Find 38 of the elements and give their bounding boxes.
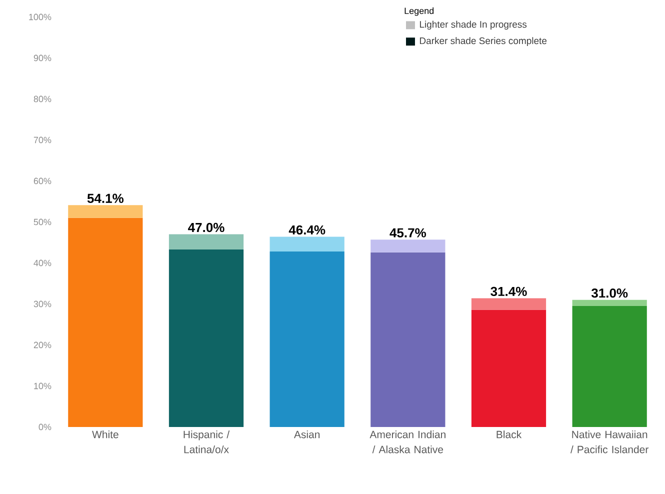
bar bbox=[370, 252, 446, 427]
y-tick-label: 40% bbox=[34, 260, 52, 266]
total-label: 46.4% bbox=[288, 225, 326, 235]
total-label: 31.4% bbox=[490, 286, 527, 296]
x-tick-label: Native Hawaiian / Pacific Islander bbox=[570, 430, 648, 454]
x-tick-label: Asian bbox=[294, 430, 320, 438]
bar bbox=[471, 310, 546, 427]
x-tick-label: Hispanic / Latina/o/x bbox=[184, 430, 230, 454]
y-tick-label: 90% bbox=[34, 54, 52, 62]
bar bbox=[168, 249, 244, 427]
total-label: 31.0% bbox=[591, 288, 628, 298]
bar bbox=[370, 240, 446, 252]
total-label: 54.1% bbox=[87, 194, 124, 203]
bar bbox=[572, 306, 647, 427]
bar bbox=[270, 252, 344, 427]
annotation: Darker shade Series complete bbox=[420, 37, 547, 46]
x-tick-label: White bbox=[92, 430, 118, 438]
y-tick-label: 20% bbox=[34, 342, 52, 348]
y-tick-label: 50% bbox=[34, 218, 52, 226]
y-tick-label: 30% bbox=[34, 300, 52, 308]
y-tick-label: 60% bbox=[34, 178, 52, 184]
total-label: 47.0% bbox=[188, 222, 224, 232]
total-label: 45.7% bbox=[390, 228, 426, 238]
x-tick-label: American Indian / Alaska Native bbox=[370, 430, 446, 454]
text: Legend bbox=[404, 7, 434, 16]
bar bbox=[168, 234, 244, 250]
y-tick-label: 70% bbox=[34, 136, 52, 144]
bar bbox=[68, 218, 143, 427]
y-tick-label: 0% bbox=[38, 424, 52, 430]
annotation: Lighter shade In progress bbox=[420, 20, 527, 30]
y-tick-label: 10% bbox=[34, 382, 52, 390]
bar bbox=[270, 236, 344, 252]
bar bbox=[68, 205, 143, 218]
x-tick-label: Black bbox=[496, 430, 522, 438]
y-tick-label: 100% bbox=[29, 14, 52, 20]
bar bbox=[572, 300, 647, 306]
bar bbox=[471, 298, 546, 310]
y-tick-label: 80% bbox=[34, 96, 52, 102]
